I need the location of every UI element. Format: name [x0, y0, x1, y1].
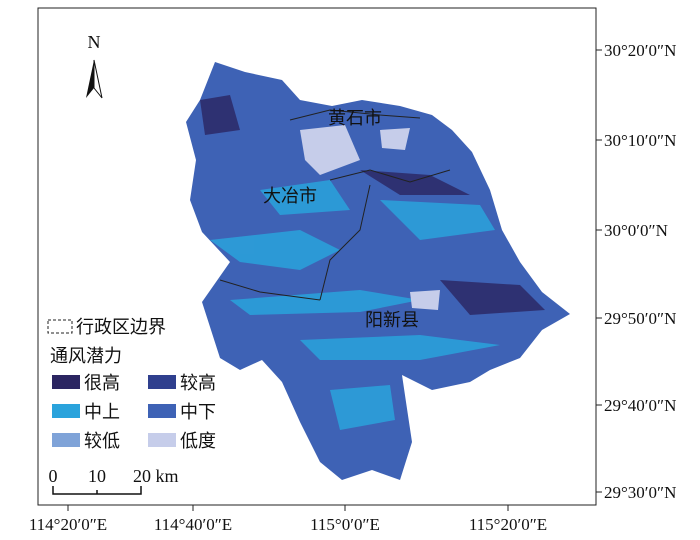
north-arrow: [86, 59, 103, 99]
lon-label: 115°20′0″E: [469, 515, 547, 534]
lon-label: 114°40′0″E: [154, 515, 232, 534]
boundaries: [219, 109, 451, 301]
legend-swatch: [52, 404, 80, 418]
place-label: 黄石市: [328, 108, 382, 128]
lon-label: 114°20′0″E: [29, 515, 107, 534]
lat-label: 30°0′0″N: [604, 221, 668, 240]
legend-swatch: [148, 375, 176, 389]
lat-label: 29°50′0″N: [604, 309, 676, 328]
scale-bar: [52, 486, 142, 495]
scale-label: 20 km: [133, 466, 179, 486]
lat-label: 30°10′0″N: [604, 131, 676, 150]
lat-label: 29°30′0″N: [604, 483, 676, 502]
legend-swatch: [52, 433, 80, 447]
legend-title: 通风潜力: [50, 346, 122, 366]
scale-label: 10: [88, 466, 106, 486]
legend-label: 较低: [84, 431, 120, 451]
lat-label: 29°40′0″N: [604, 396, 676, 415]
place-label: 阳新县: [365, 310, 419, 330]
place-label: 大冶市: [263, 186, 317, 206]
legend-boundary: 行政区边界: [76, 317, 166, 337]
legend-label: 中上: [84, 402, 120, 422]
legend-label: 中下: [180, 402, 216, 422]
scale-label: 0: [49, 466, 58, 486]
north-label: N: [88, 32, 101, 52]
boundary-swatch: [47, 319, 73, 334]
lat-label: 30°20′0″N: [604, 41, 676, 60]
legend-label: 很高: [84, 373, 120, 393]
legend-swatch: [148, 433, 176, 447]
legend-label: 低度: [180, 431, 216, 451]
patches-mid-high: [210, 180, 500, 430]
legend-label: 较高: [180, 373, 216, 393]
legend-swatch: [148, 404, 176, 418]
region: [186, 62, 570, 480]
patches-low: [300, 125, 440, 310]
legend-swatch: [52, 375, 80, 389]
lon-label: 115°0′0″E: [310, 515, 380, 534]
patches-very-high: [200, 95, 545, 315]
